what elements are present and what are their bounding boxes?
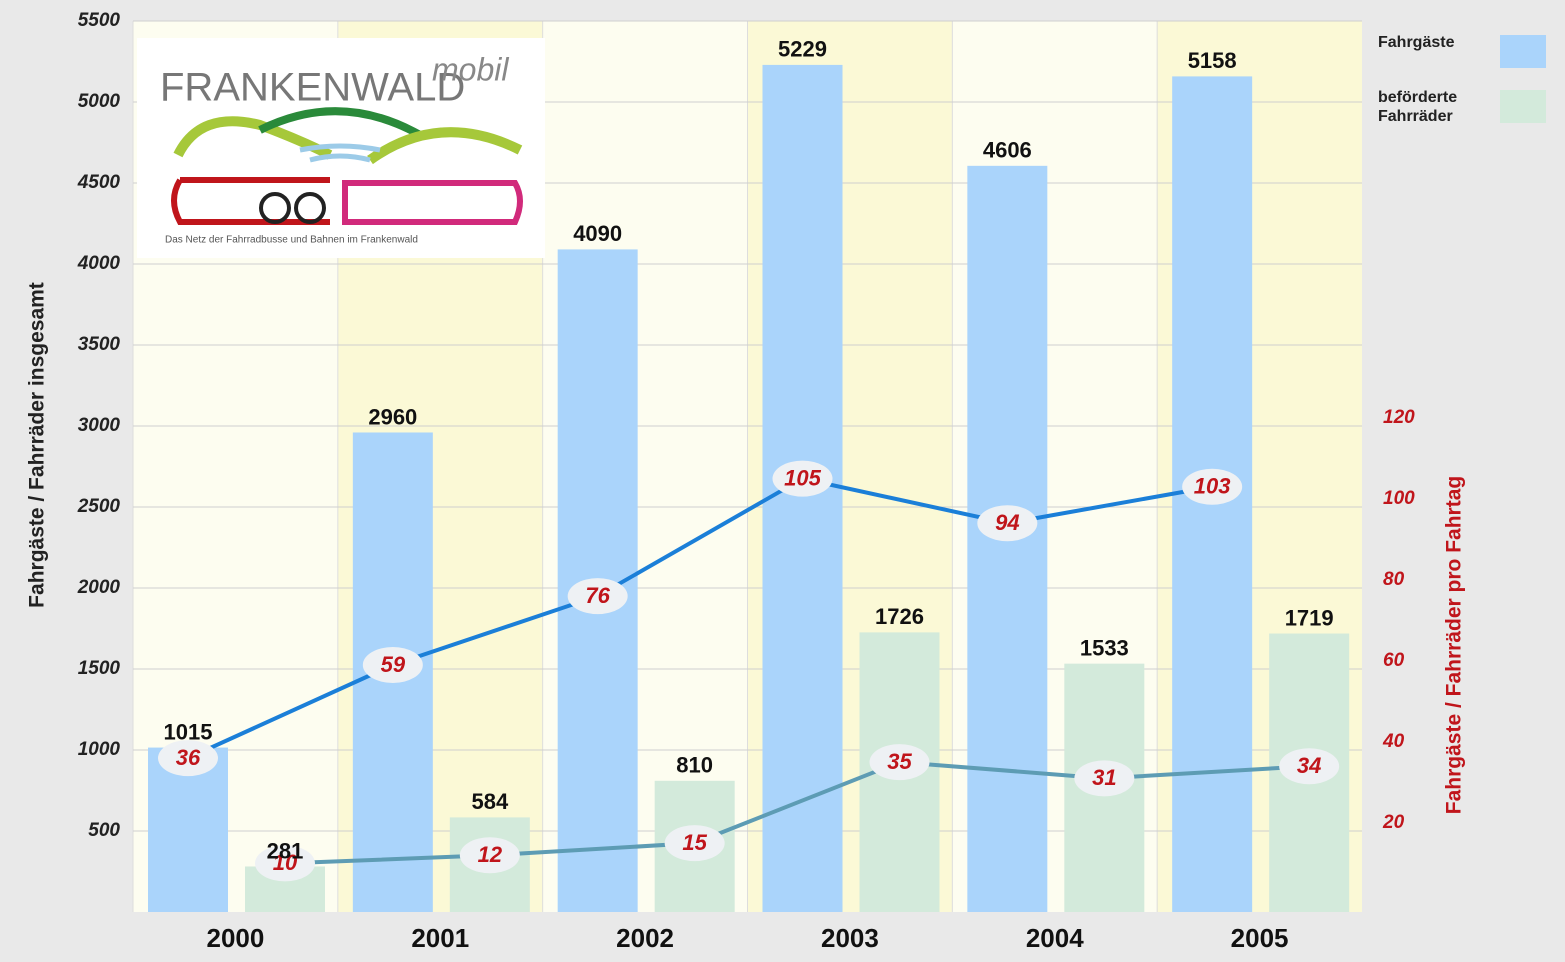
- bar-value-label: 584: [471, 789, 508, 814]
- bar-value-label: 281: [267, 838, 304, 863]
- legend-swatch: [1500, 35, 1546, 68]
- y-axis-label: Fahrgäste / Fahrräder insgesamt: [26, 282, 49, 608]
- x-tick-label: 2001: [411, 923, 469, 953]
- y2-tick-label: 60: [1383, 650, 1405, 671]
- y2-tick-label: 120: [1383, 407, 1415, 428]
- logo-tagline: Das Netz der Fahrradbusse und Bahnen im …: [165, 235, 418, 246]
- y-tick-label: 2500: [77, 496, 121, 517]
- bar-value-label: 5158: [1188, 48, 1237, 73]
- legend-label: beförderte Fahrräder: [1378, 88, 1493, 126]
- point-value-label: 36: [176, 745, 201, 770]
- y-tick-label: 4500: [77, 172, 121, 193]
- point-value-label: 12: [478, 842, 503, 867]
- logo-script: mobil: [432, 51, 509, 87]
- x-tick-label: 2003: [821, 923, 879, 953]
- y2-tick-label: 20: [1382, 812, 1405, 833]
- point-value-label: 31: [1092, 765, 1116, 790]
- point-value-label: 35: [887, 749, 912, 774]
- point-value-label: 94: [995, 510, 1019, 535]
- bar-value-label: 4606: [983, 138, 1032, 163]
- bar-value-label: 5229: [778, 37, 827, 62]
- legend-swatch: [1500, 90, 1546, 123]
- point-value-label: 105: [784, 465, 821, 490]
- logo-title: FRANKENWALD: [160, 66, 465, 110]
- y2-tick-label: 80: [1383, 569, 1405, 590]
- y-tick-label: 500: [88, 820, 120, 841]
- x-tick-label: 2000: [206, 923, 264, 953]
- y-tick-label: 1000: [78, 739, 121, 760]
- bar-value-label: 1719: [1285, 605, 1334, 630]
- x-tick-label: 2005: [1231, 923, 1289, 953]
- y-tick-label: 4000: [77, 253, 121, 274]
- x-tick-label: 2004: [1026, 923, 1084, 953]
- logo: FRANKENWALD mobil Das Netz der Fahrradbu…: [137, 38, 545, 258]
- bar-value-label: 2960: [368, 404, 417, 429]
- y-tick-label: 5000: [78, 91, 121, 112]
- point-value-label: 103: [1194, 474, 1231, 499]
- bar-value-label: 4090: [573, 221, 622, 246]
- legend-entry: Fahrgäste: [1378, 33, 1493, 83]
- chart: FRANKENWALD mobil Das Netz der Fahrradbu…: [0, 0, 1565, 957]
- y-tick-label: 5500: [78, 10, 121, 31]
- y2-axis-label: Fahrgäste / Fahrräder pro Fahrtag: [1443, 476, 1466, 814]
- x-tick-label: 2002: [616, 923, 674, 953]
- point-value-label: 59: [381, 652, 406, 677]
- bar-value-label: 1015: [164, 719, 213, 744]
- y-tick-label: 1500: [78, 658, 121, 679]
- y-tick-label: 3000: [78, 415, 121, 436]
- y-tick-label: 3500: [78, 334, 121, 355]
- point-value-label: 15: [682, 830, 707, 855]
- y-tick-label: 2000: [77, 577, 121, 598]
- point-value-label: 34: [1297, 753, 1321, 778]
- legend-label: Fahrgäste: [1378, 33, 1493, 52]
- bar-value-label: 1533: [1080, 635, 1129, 660]
- bar-value-label: 810: [676, 753, 713, 778]
- y2-tick-label: 100: [1383, 488, 1415, 509]
- y2-tick-label: 40: [1382, 731, 1405, 752]
- bar-value-label: 1726: [875, 604, 924, 629]
- point-value-label: 76: [585, 583, 610, 608]
- legend-entry: beförderte Fahrräder: [1378, 88, 1493, 138]
